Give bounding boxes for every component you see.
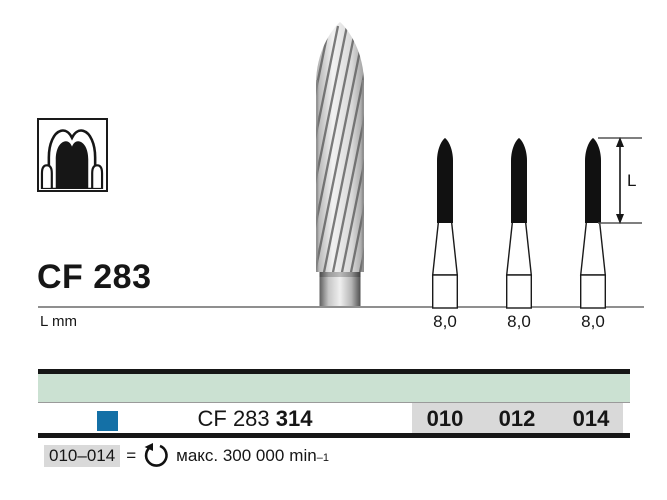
material-color-swatch xyxy=(97,411,118,431)
size-range-chip: 010–014 xyxy=(44,445,121,467)
length-dimension-marker xyxy=(598,137,642,224)
carbide-bur-photo xyxy=(316,22,364,308)
product-heading: CF 283 xyxy=(37,258,152,296)
table-header-band xyxy=(38,374,630,403)
product-row-label: CF 283 314 xyxy=(145,404,365,433)
table-top-border xyxy=(38,369,630,374)
speed-footnote: 010–014 = макс. 300 000 min –1 xyxy=(44,443,329,469)
size-cells-background xyxy=(412,403,623,433)
length-unit-label: L mm xyxy=(40,313,77,330)
row-label-bold: 314 xyxy=(275,406,313,431)
length-value-014: 8,0 xyxy=(581,312,605,331)
indication-tooth-box xyxy=(37,118,108,192)
equals-sign: = xyxy=(126,446,137,465)
rotation-direction-icon xyxy=(144,443,168,467)
size-cell-014: 014 xyxy=(572,406,610,431)
bur-figure-012 xyxy=(505,138,533,309)
bur-figure-014 xyxy=(579,138,607,309)
length-value-010: 8,0 xyxy=(433,312,457,331)
bur-figure-010 xyxy=(431,138,459,309)
size-cell-012: 012 xyxy=(498,406,536,431)
row-label-plain: CF 283 xyxy=(197,406,270,431)
max-speed-text: макс. 300 000 min –1 xyxy=(176,446,329,465)
size-cell-010: 010 xyxy=(426,406,464,431)
table-bottom-border xyxy=(38,433,630,438)
length-value-012: 8,0 xyxy=(507,312,531,331)
baseline-rule xyxy=(38,306,644,308)
dimension-label: L xyxy=(627,171,637,190)
molar-crown-icon xyxy=(40,129,104,191)
